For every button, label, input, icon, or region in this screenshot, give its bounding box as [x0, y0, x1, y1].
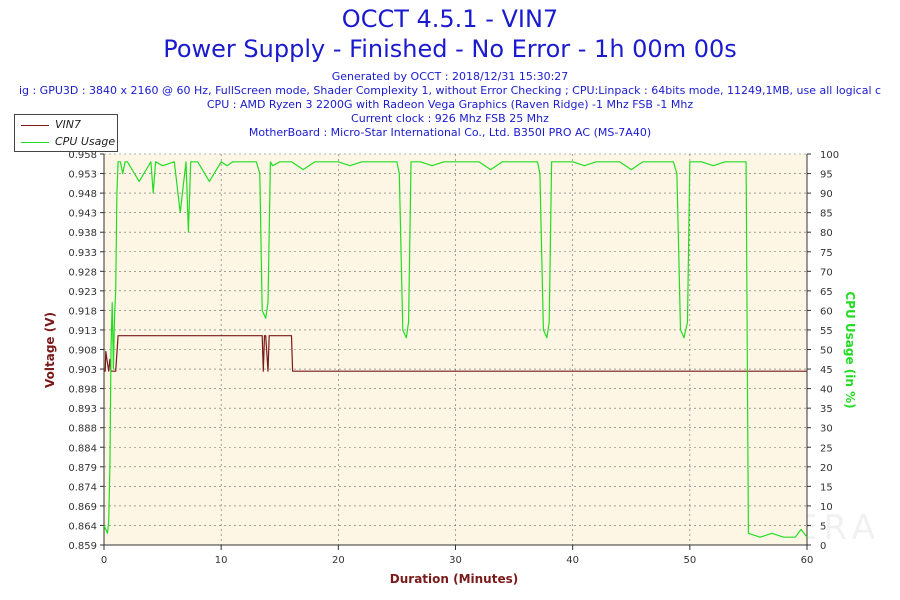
x-tick-label: 0	[101, 555, 107, 566]
y2-tick-label: 80	[820, 228, 833, 239]
y-axis-label-voltage: Voltage (V)	[43, 312, 57, 388]
y-tick-label: 0.859	[68, 541, 97, 552]
x-tick-label: 30	[449, 555, 462, 566]
y2-tick-label: 20	[820, 463, 833, 474]
y2-tick-label: 45	[820, 365, 833, 376]
info-generated: Generated by OCCT : 2018/12/31 15:30:27	[331, 70, 569, 83]
y2-tick-label: 90	[820, 189, 833, 200]
legend-label-cpu-usage: CPU Usage	[55, 135, 116, 148]
y-tick-label: 0.879	[68, 463, 97, 474]
y2-tick-label: 25	[820, 443, 833, 454]
y2-tick-label: 85	[820, 209, 833, 220]
legend-item-cpu-usage: CPU Usage	[15, 134, 117, 150]
y-tick-label: 0.903	[68, 365, 97, 376]
y-tick-label: 0.918	[68, 306, 97, 317]
y2-tick-label: 100	[820, 150, 839, 161]
legend-swatch-vin7	[21, 125, 49, 126]
y2-tick-label: 15	[820, 482, 833, 493]
y2-tick-label: 40	[820, 385, 833, 396]
x-tick-label: 50	[683, 555, 696, 566]
series-line-cpu-usage	[103, 161, 808, 538]
series-line-vin7	[104, 335, 807, 372]
y2-tick-label: 0	[820, 541, 826, 552]
y-tick-label: 0.953	[68, 170, 97, 181]
chart-legend: VIN7 CPU Usage	[14, 114, 118, 152]
y-tick-label: 0.943	[68, 209, 97, 220]
y-tick-label: 0.884	[68, 443, 97, 454]
y2-tick-label: 55	[820, 326, 833, 337]
y-tick-label: 0.898	[68, 385, 97, 396]
y-tick-label: 0.908	[68, 346, 97, 357]
y2-tick-label: 70	[820, 267, 833, 278]
y2-tick-label: 5	[820, 521, 826, 532]
y-axis-label-cpu-usage: CPU Usage (in %)	[843, 291, 857, 409]
info-motherboard: MotherBoard : Micro-Star International C…	[248, 126, 652, 139]
info-block: Generated by OCCT : 2018/12/31 15:30:27 …	[0, 70, 900, 140]
info-cpu: CPU : AMD Ryzen 3 2200G with Radeon Vega…	[206, 98, 694, 111]
y-tick-label: 0.888	[68, 424, 97, 435]
x-axis-label: Duration (Minutes)	[389, 572, 519, 586]
legend-label-vin7: VIN7	[55, 118, 81, 131]
legend-item-vin7: VIN7	[15, 117, 117, 133]
y-tick-label: 0.958	[68, 150, 97, 161]
y-tick-label: 0.874	[68, 482, 97, 493]
chart-title: OCCT 4.5.1 - VIN7	[341, 5, 559, 33]
y2-tick-label: 95	[820, 170, 833, 181]
y-tick-label: 0.913	[68, 326, 97, 337]
y-tick-label: 0.923	[68, 287, 97, 298]
x-tick-label: 20	[332, 555, 345, 566]
info-config: ig : GPU3D : 3840 x 2160 @ 60 Hz, FullSc…	[18, 84, 882, 97]
y2-tick-label: 65	[820, 287, 833, 298]
x-tick-label: 40	[566, 555, 579, 566]
legend-swatch-cpu-usage	[21, 142, 49, 143]
y2-tick-label: 30	[820, 424, 833, 435]
x-tick-label: 60	[801, 555, 814, 566]
y2-tick-label: 60	[820, 306, 833, 317]
y-tick-label: 0.864	[68, 521, 97, 532]
y-tick-label: 0.893	[68, 404, 97, 415]
y-tick-label: 0.948	[68, 189, 97, 200]
chart-title-block: OCCT 4.5.1 - VIN7 Power Supply - Finishe…	[0, 4, 900, 64]
y2-tick-label: 10	[820, 502, 833, 513]
chart-subtitle: Power Supply - Finished - No Error - 1h …	[163, 35, 737, 63]
y-tick-label: 0.869	[68, 502, 97, 513]
y2-tick-label: 50	[820, 346, 833, 357]
y-tick-label: 0.938	[68, 228, 97, 239]
y2-tick-label: 35	[820, 404, 833, 415]
y-tick-label: 0.933	[68, 248, 97, 259]
x-tick-label: 10	[215, 555, 228, 566]
y-tick-label: 0.928	[68, 267, 97, 278]
info-clock: Current clock : 926 Mhz FSB 25 Mhz	[351, 112, 549, 125]
y2-tick-label: 75	[820, 248, 833, 259]
